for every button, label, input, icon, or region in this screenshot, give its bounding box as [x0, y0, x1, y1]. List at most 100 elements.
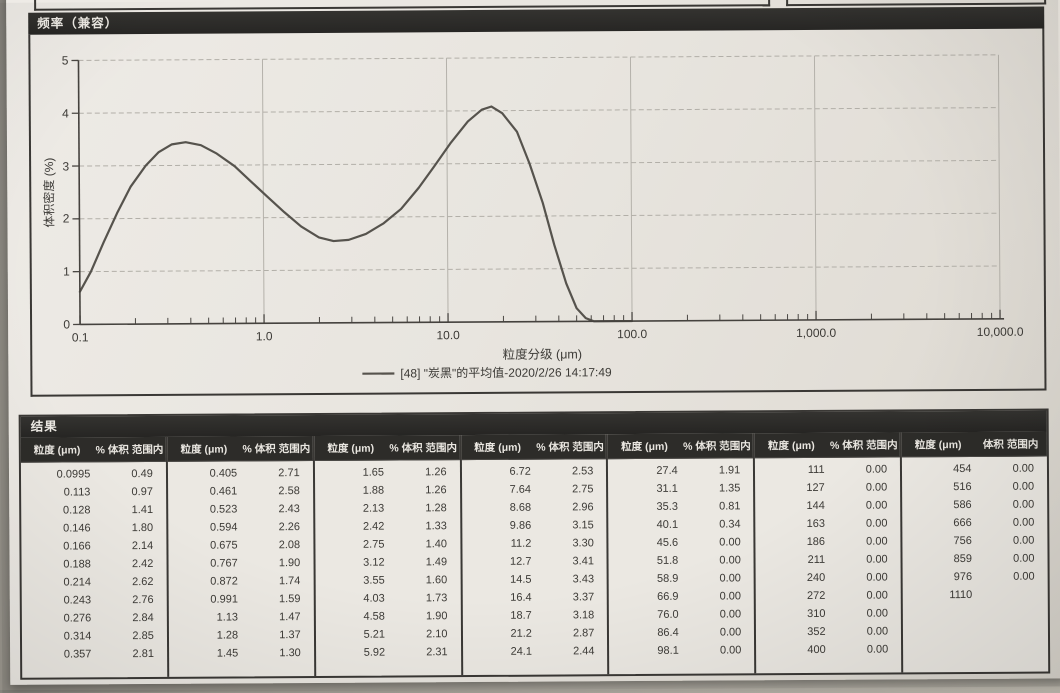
size-column-header: 粒度 (μm)	[315, 440, 388, 455]
volume-percent-cell: 1.90	[244, 554, 314, 572]
particle-size-cell: 0.113	[21, 483, 96, 501]
volume-percent-cell: 0.00	[978, 478, 1048, 496]
particle-size-cell: 0.405	[168, 464, 243, 482]
volume-percent-cell: 0.00	[684, 533, 754, 551]
volume-percent-cell: 2.14	[97, 537, 167, 555]
volume-percent-cell: 2.10	[391, 625, 461, 643]
particle-size-cell: 1110	[903, 586, 978, 604]
volume-percent-cell: 0.00	[978, 532, 1048, 550]
volume-percent-cell: 1.59	[244, 590, 314, 608]
y-axis-line	[78, 60, 80, 324]
size-column-header: 粒度 (μm)	[608, 438, 681, 453]
volume-percent-cell: 2.71	[243, 464, 313, 482]
volume-percent-cell: 1.91	[684, 461, 754, 479]
volume-percent-cell: 0.00	[831, 496, 901, 514]
particle-size-cell: 272	[756, 587, 831, 605]
volume-column-header: % 体积 范围内	[681, 438, 754, 453]
volume-percent-cell: 0.00	[978, 514, 1048, 532]
volume-percent-cell: 2.81	[97, 645, 167, 663]
volume-percent-cell: 0.00	[685, 623, 755, 641]
volume-percent-cell: 2.62	[97, 573, 167, 591]
particle-size-cell: 0.991	[169, 590, 244, 608]
particle-size-cell: 127	[755, 479, 830, 497]
volume-percent-cell: 0.00	[685, 641, 755, 659]
frequency-chart-panel: 频率（兼容） 0 1 2 3 4 5 0.1 1.0 10.0 100.0 1,…	[28, 7, 1046, 397]
volume-percent-cell: 2.75	[537, 480, 607, 498]
volume-percent-cell: 1.90	[391, 607, 461, 625]
particle-size-cell: 4.58	[316, 608, 391, 626]
particle-size-cell: 27.4	[608, 462, 683, 480]
particle-size-cell: 0.594	[168, 518, 243, 536]
volume-percent-cell: 1.47	[244, 608, 314, 626]
volume-percent-cell: 1.74	[244, 572, 314, 590]
particle-size-cell: 859	[903, 550, 978, 568]
particle-size-cell: 0.675	[168, 536, 243, 554]
y-tick-label: 5	[62, 53, 69, 67]
particle-size-cell: 211	[756, 551, 831, 569]
y-tick-label: 1	[63, 264, 70, 278]
particle-size-cell: 666	[902, 514, 977, 532]
particle-size-cell: 0.276	[22, 609, 97, 627]
particle-size-cell: 400	[756, 641, 831, 659]
volume-percent-cell: 0.00	[831, 532, 901, 550]
particle-size-cell: 21.2	[462, 625, 537, 643]
particle-size-cell: 756	[903, 532, 978, 550]
particle-size-cell: 58.9	[609, 570, 684, 588]
column-group-header: 粒度 (μm)体积 范围内	[902, 432, 1047, 458]
particle-size-cell: 86.4	[609, 624, 684, 642]
volume-percent-cell: 0.00	[977, 460, 1047, 478]
volume-percent-cell: 2.53	[537, 462, 607, 480]
volume-percent-cell: 3.43	[537, 570, 607, 588]
volume-percent-cell: 3.37	[538, 588, 608, 606]
volume-percent-cell: 0.00	[685, 605, 755, 623]
particle-size-cell: 310	[756, 605, 831, 623]
volume-percent-cell: 0.00	[684, 551, 754, 569]
particle-size-cell: 0.188	[21, 555, 96, 573]
particle-size-cell: 8.68	[462, 499, 537, 517]
particle-size-cell: 0.128	[21, 501, 96, 519]
size-column-header: 粒度 (μm)	[461, 439, 534, 454]
volume-column-header: % 体积 范围内	[534, 439, 607, 454]
volume-percent-cell: 0.00	[831, 604, 901, 622]
volume-percent-cell: 3.18	[538, 606, 608, 624]
column-group-header: 粒度 (μm)% 体积 范围内	[21, 437, 166, 463]
x-axis-label: 粒度分级 (μm)	[503, 346, 583, 361]
particle-size-cell: 0.243	[22, 591, 97, 609]
volume-percent-cell: 2.84	[97, 609, 167, 627]
x-tick-label: 1,000.0	[796, 326, 836, 340]
